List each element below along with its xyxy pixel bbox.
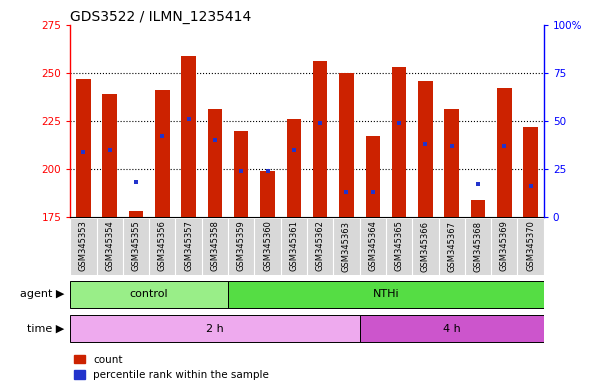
Text: GSM345364: GSM345364 — [368, 220, 378, 271]
Bar — [76, 79, 90, 217]
Text: GSM345368: GSM345368 — [474, 220, 483, 271]
Text: GSM345363: GSM345363 — [342, 220, 351, 271]
Bar — [287, 119, 301, 217]
Text: GSM345356: GSM345356 — [158, 220, 167, 271]
Text: GSM345366: GSM345366 — [421, 220, 430, 271]
Text: GSM345357: GSM345357 — [184, 220, 193, 271]
Bar — [313, 61, 327, 217]
Text: GSM345370: GSM345370 — [526, 220, 535, 271]
Bar — [181, 56, 196, 217]
Text: GSM345353: GSM345353 — [79, 220, 88, 271]
Text: control: control — [130, 289, 169, 299]
Legend: count, percentile rank within the sample: count, percentile rank within the sample — [70, 351, 273, 384]
Bar — [497, 88, 511, 217]
Bar — [228, 281, 544, 308]
Text: GDS3522 / ILMN_1235414: GDS3522 / ILMN_1235414 — [70, 10, 252, 24]
Bar — [208, 109, 222, 217]
Bar — [339, 73, 354, 217]
Text: GSM345354: GSM345354 — [105, 220, 114, 271]
Bar — [418, 81, 433, 217]
Bar — [471, 200, 485, 217]
Text: GSM345362: GSM345362 — [316, 220, 324, 271]
Bar — [234, 131, 249, 217]
Bar — [155, 90, 170, 217]
Text: time ▶: time ▶ — [27, 324, 64, 334]
Text: GSM345367: GSM345367 — [447, 220, 456, 271]
Text: GSM345358: GSM345358 — [210, 220, 219, 271]
Bar — [360, 315, 544, 342]
Text: GSM345369: GSM345369 — [500, 220, 509, 271]
Text: agent ▶: agent ▶ — [20, 289, 64, 299]
Text: GSM345365: GSM345365 — [395, 220, 404, 271]
Text: 2 h: 2 h — [206, 324, 224, 334]
Bar — [444, 109, 459, 217]
Bar — [70, 281, 228, 308]
Text: GSM345361: GSM345361 — [290, 220, 298, 271]
Text: NTHi: NTHi — [373, 289, 399, 299]
Text: GSM345359: GSM345359 — [236, 220, 246, 271]
Text: GSM345360: GSM345360 — [263, 220, 272, 271]
Text: 4 h: 4 h — [443, 324, 461, 334]
Bar — [129, 211, 143, 217]
Bar — [392, 67, 406, 217]
Bar — [524, 127, 538, 217]
Text: GSM345355: GSM345355 — [131, 220, 141, 271]
Bar — [260, 171, 275, 217]
Bar — [365, 136, 380, 217]
Bar — [103, 94, 117, 217]
Bar — [70, 315, 360, 342]
